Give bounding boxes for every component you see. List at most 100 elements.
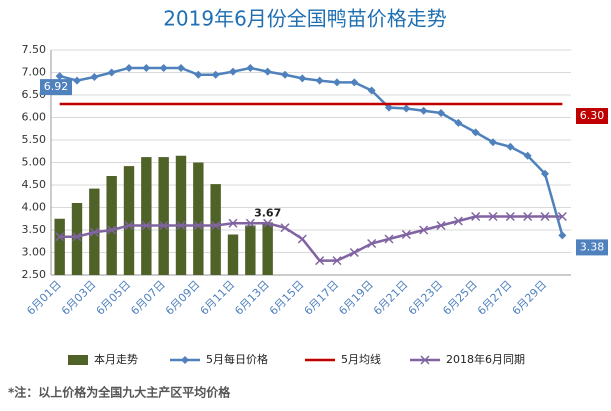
legend-swatch xyxy=(68,355,88,365)
point xyxy=(523,211,533,222)
line xyxy=(59,215,563,262)
bar xyxy=(158,157,169,275)
label-box xyxy=(40,79,72,96)
point xyxy=(194,70,203,79)
legend-label: 本月走势 xyxy=(94,352,138,366)
point xyxy=(89,227,99,237)
point xyxy=(298,74,307,83)
point xyxy=(488,211,498,222)
series-line xyxy=(55,64,567,240)
bar xyxy=(71,203,83,275)
point xyxy=(297,234,307,244)
point xyxy=(228,218,238,228)
point xyxy=(211,70,220,79)
point xyxy=(333,78,341,87)
point xyxy=(159,64,168,72)
data-label: 3.38 xyxy=(580,240,605,253)
bar xyxy=(123,166,135,275)
point xyxy=(245,218,255,228)
point xyxy=(73,76,81,85)
label-box xyxy=(576,108,608,124)
point xyxy=(367,238,377,249)
point xyxy=(454,118,463,127)
y-tick-label: 4.00 xyxy=(22,201,47,214)
point xyxy=(177,64,185,72)
point xyxy=(55,232,65,242)
bar xyxy=(193,162,204,275)
legend-label: 5月每日价格 xyxy=(206,352,268,366)
bar xyxy=(175,155,187,275)
point xyxy=(505,211,515,222)
point xyxy=(72,232,82,242)
label-box xyxy=(576,239,608,256)
point xyxy=(419,225,429,235)
point xyxy=(246,64,255,72)
point xyxy=(124,220,134,231)
series-line xyxy=(55,211,567,266)
point xyxy=(263,218,273,228)
chart-title: 2019年6月份全国鸭苗价格走势 xyxy=(163,7,447,31)
point xyxy=(523,151,532,160)
y-tick-label: 5.00 xyxy=(22,156,47,169)
footnote: *注：以上价格为全国九大主产区平均价格 xyxy=(8,385,231,400)
y-tick-label: 6.50 xyxy=(22,88,47,101)
bar xyxy=(106,176,117,275)
point xyxy=(437,109,445,117)
y-tick-label: 4.50 xyxy=(22,178,47,191)
point xyxy=(107,225,117,235)
point xyxy=(332,256,342,266)
legend-label: 5月均线 xyxy=(341,352,381,366)
y-tick-label: 7.50 xyxy=(22,43,47,56)
legend-label: 2018年6月同期 xyxy=(446,352,525,366)
point xyxy=(384,234,394,244)
point xyxy=(176,220,186,231)
bar xyxy=(210,184,221,275)
point xyxy=(401,229,411,240)
point xyxy=(420,355,430,365)
bar xyxy=(54,218,65,275)
point xyxy=(385,103,393,112)
point xyxy=(263,67,272,76)
point xyxy=(159,220,169,231)
bar xyxy=(227,234,239,275)
point xyxy=(489,138,497,147)
point xyxy=(402,104,411,113)
point xyxy=(557,211,567,222)
point xyxy=(453,216,463,226)
point xyxy=(540,211,550,222)
point xyxy=(193,220,203,231)
data-label: 3.67 xyxy=(254,206,281,219)
point xyxy=(506,142,515,151)
point xyxy=(419,106,428,115)
point xyxy=(211,220,221,231)
point xyxy=(349,247,359,258)
y-tick-label: 6.00 xyxy=(22,111,47,124)
point xyxy=(367,86,376,95)
data-label: 6.92 xyxy=(44,80,69,93)
point xyxy=(181,356,189,364)
bar xyxy=(141,157,152,275)
point xyxy=(125,64,133,72)
point xyxy=(471,211,481,222)
point xyxy=(558,231,567,240)
point xyxy=(315,76,324,85)
point xyxy=(436,220,446,231)
y-tick-label: 7.00 xyxy=(22,66,47,79)
point xyxy=(142,64,151,72)
point xyxy=(471,128,480,137)
y-tick-label: 2.50 xyxy=(22,268,47,281)
point xyxy=(350,78,359,87)
point xyxy=(90,73,99,81)
y-tick-label: 3.50 xyxy=(22,223,47,236)
point xyxy=(541,169,549,178)
point xyxy=(107,68,116,77)
point xyxy=(281,70,289,79)
point xyxy=(141,220,151,231)
point xyxy=(55,72,64,81)
y-tick-label: 3.00 xyxy=(22,246,47,259)
bar xyxy=(262,222,273,275)
point xyxy=(280,223,290,233)
data-label: 6.30 xyxy=(580,109,605,122)
